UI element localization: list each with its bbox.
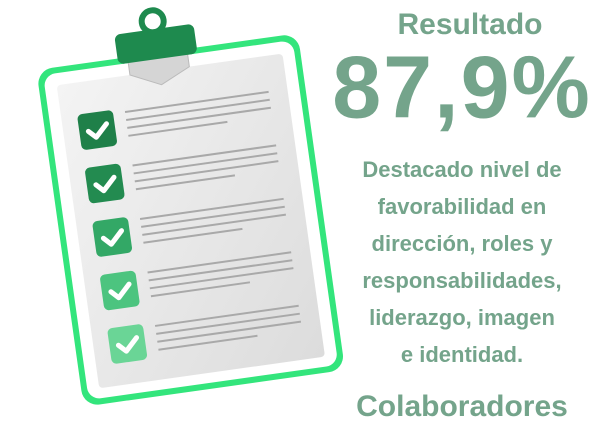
checkbox: [92, 217, 133, 258]
description-line: responsabilidades,: [362, 268, 561, 293]
checkbox: [99, 270, 140, 311]
result-value: 87,9%: [332, 37, 592, 136]
description-line: favorabilidad en: [378, 194, 547, 219]
heading: Resultado: [397, 8, 542, 41]
clip-ring: [140, 9, 165, 34]
checkbox: [84, 163, 125, 204]
description: Destacado nivel de favorabilidad en direcc…: [362, 157, 561, 367]
description-line: Destacado nivel de: [362, 157, 561, 182]
description-line: e identidad.: [401, 342, 523, 367]
infographic: Resultado 87,9% Destacado nivel de favora…: [0, 0, 604, 422]
checkbox: [77, 110, 118, 151]
description-line: liderazgo, imagen: [369, 305, 555, 330]
footer: Colaboradores: [356, 390, 568, 422]
description-line: dirección, roles y: [372, 231, 554, 256]
checkbox: [107, 324, 148, 365]
clipboard: [30, 0, 345, 407]
